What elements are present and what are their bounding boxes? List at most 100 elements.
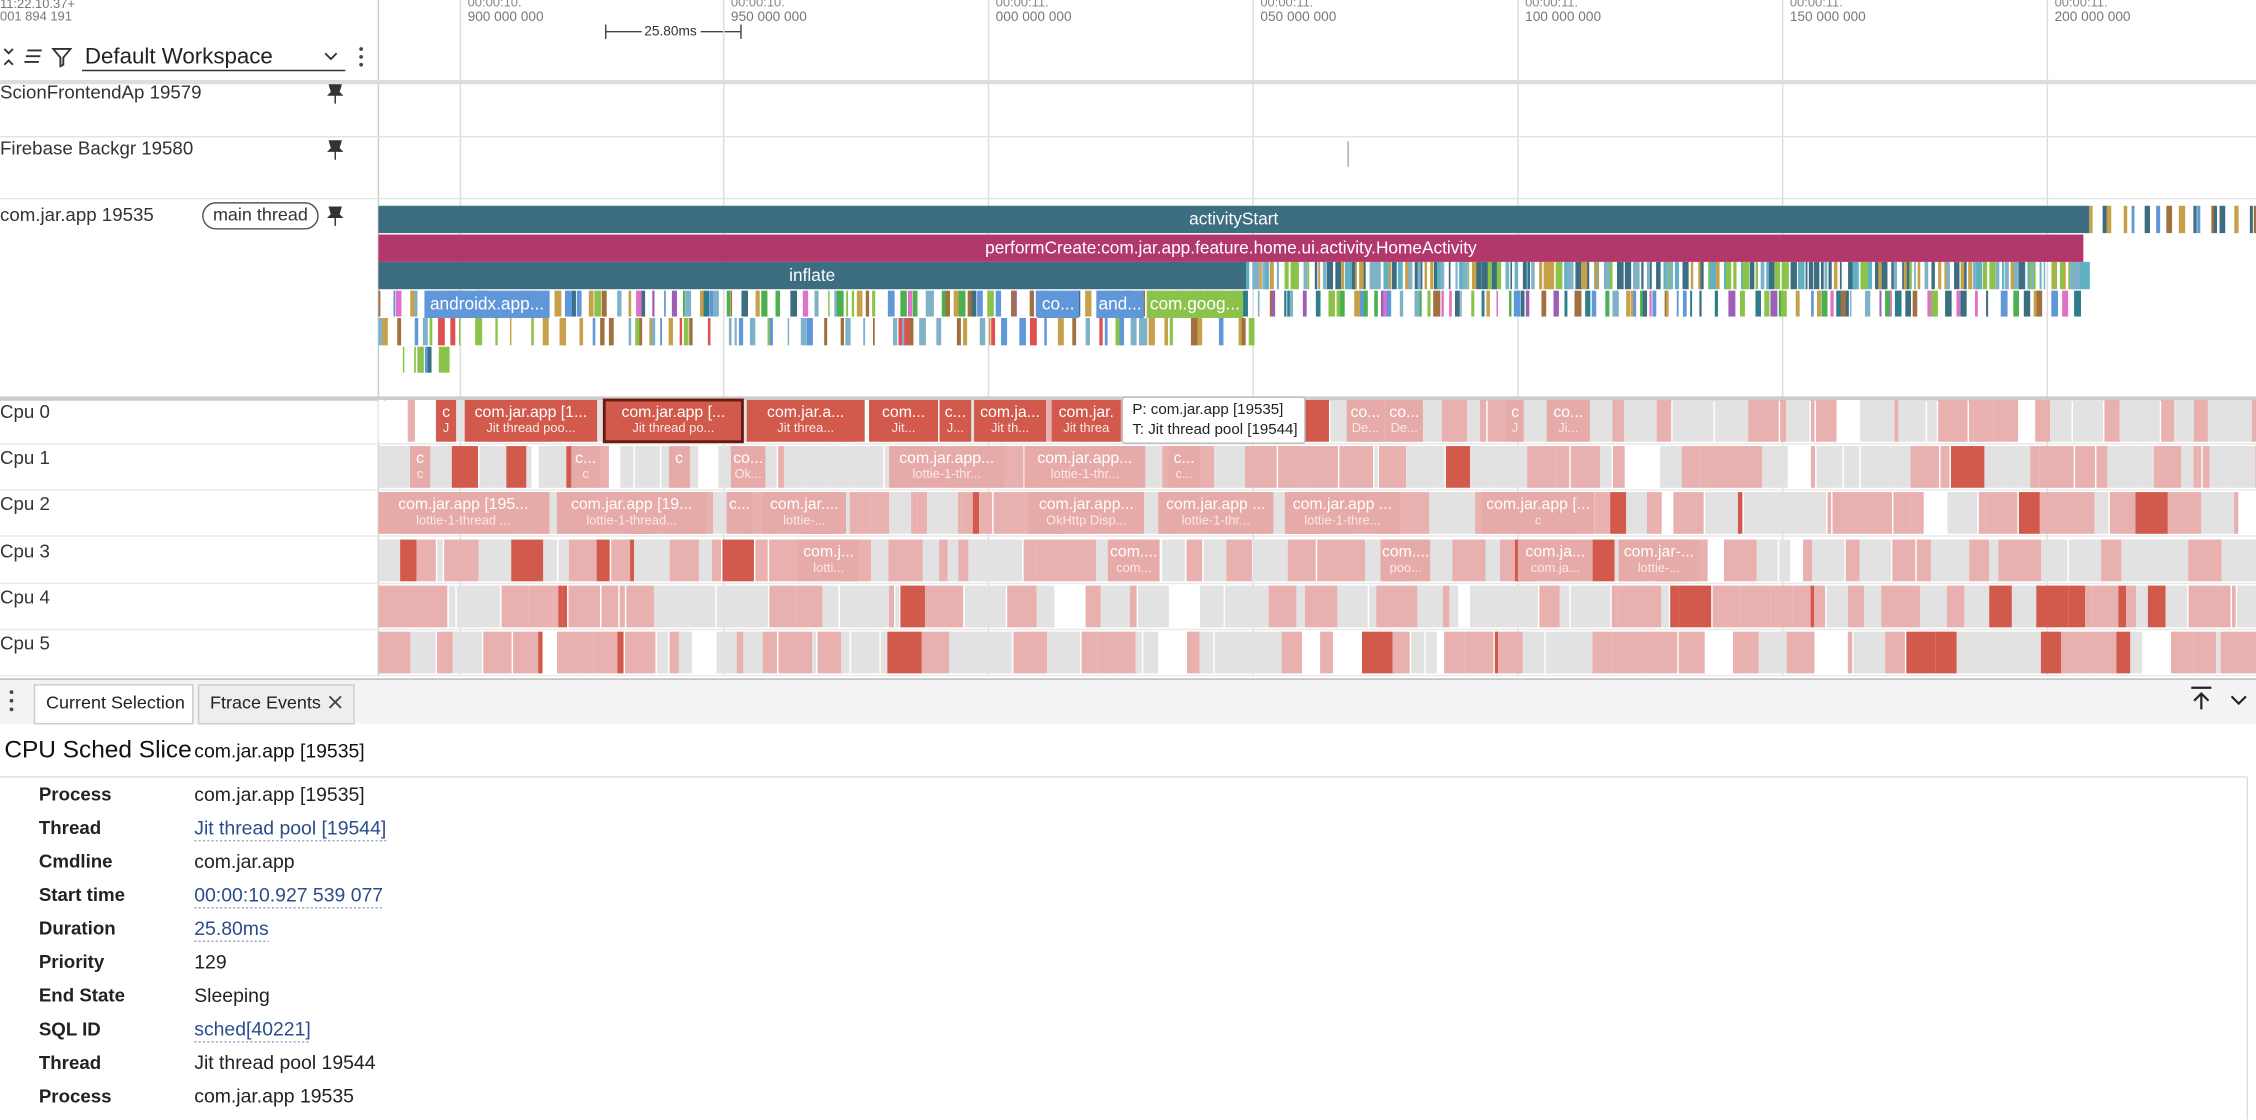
cpu-slice[interactable] (974, 400, 1046, 442)
collapse-panel-icon[interactable] (2230, 695, 2247, 706)
cpu-slice[interactable] (1168, 446, 1200, 488)
slice-stripe (1351, 261, 1357, 290)
cpu-slice[interactable] (1107, 539, 1160, 582)
cpu-slice[interactable] (1517, 539, 1593, 582)
tab[interactable] (197, 684, 355, 725)
cpu-slice-stripe (1596, 585, 1611, 628)
cpu-slice[interactable] (1346, 400, 1385, 442)
cpu-slice[interactable] (1546, 400, 1590, 442)
cpu-slice-stripe (1947, 492, 1978, 534)
slice-stripe (1354, 290, 1362, 317)
slice-stripe (2062, 290, 2069, 317)
detail-link[interactable]: Jit thread pool [19544] (194, 817, 386, 839)
cpu-slice[interactable] (726, 492, 753, 534)
toolbar-icons[interactable] (3, 48, 338, 68)
cpu-slice-stripe (1480, 400, 1487, 442)
cpu-slice[interactable] (746, 400, 865, 442)
cpu-slice-stripe (1950, 446, 1985, 488)
cpu-slice[interactable] (435, 400, 457, 442)
slice-stripe (1652, 290, 1657, 317)
thread-slice[interactable] (378, 205, 2090, 234)
cpu-slice-stripe (620, 446, 634, 488)
cpu-slice[interactable] (1385, 400, 1423, 442)
cpu-slice-stripe (611, 539, 631, 582)
cpu-slice-stripe (1974, 631, 1987, 674)
detail-link[interactable]: 25.80ms (194, 918, 268, 940)
cpu-slice[interactable] (889, 446, 1005, 488)
slice-stripe (775, 290, 780, 317)
cpu-slice[interactable] (602, 398, 744, 444)
cpu-slice[interactable] (798, 539, 859, 582)
cpu-slice[interactable] (378, 492, 549, 534)
tab-label[interactable]: Ftrace Events (210, 692, 321, 712)
cpu-slice[interactable] (556, 492, 707, 534)
cpu-slice[interactable] (869, 400, 939, 442)
slice-stripe (790, 290, 797, 317)
pin-panel-icon[interactable] (2191, 686, 2212, 710)
cpu-slice[interactable] (1506, 400, 1524, 442)
cpu-slice[interactable] (730, 446, 766, 488)
pin-icon[interactable] (327, 206, 344, 226)
cpu-slice[interactable] (464, 400, 598, 442)
filter-list-icon[interactable] (24, 49, 42, 63)
cpu-slice-stripe (1214, 631, 1248, 674)
cpu-slice-stripe (2170, 631, 2194, 674)
slice-stripe (1471, 290, 1475, 317)
collapse-icon[interactable] (3, 48, 14, 66)
thread-slice[interactable] (1146, 290, 1244, 318)
cpu-slice[interactable] (1024, 446, 1146, 488)
menu-dots[interactable] (359, 47, 364, 67)
pin-icon[interactable] (327, 140, 344, 160)
filter-icon[interactable] (51, 48, 73, 68)
tab-label[interactable]: Current Selection (46, 692, 185, 712)
cpu-slice[interactable] (669, 446, 690, 488)
slice-stripe (709, 290, 714, 317)
thread-slice[interactable] (424, 290, 550, 318)
thread-slice[interactable] (378, 261, 1246, 290)
cpu-slice-stripe (489, 446, 507, 488)
cpu-slice[interactable] (1051, 400, 1121, 442)
workspace-dropdown[interactable] (324, 52, 338, 61)
cpu-slice-stripe (1973, 400, 1994, 442)
slice-stripe (588, 290, 594, 317)
cpu-slice[interactable] (1158, 492, 1274, 534)
tab-active[interactable] (33, 684, 194, 725)
cpu-slice[interactable] (1381, 539, 1431, 582)
cpu-slice-stripe (1013, 631, 1048, 674)
tab-close[interactable] (328, 695, 342, 709)
cpu-slice[interactable] (939, 400, 972, 442)
cpu-slice[interactable] (762, 492, 846, 534)
slice-stripe (1769, 261, 1775, 290)
cpu-slice[interactable] (1618, 539, 1700, 582)
pin-icon[interactable] (327, 84, 344, 104)
slice-stripe (495, 317, 498, 346)
thread-slice[interactable] (1037, 290, 1080, 318)
slice-stripe (414, 317, 419, 346)
slice-stripe (1481, 290, 1485, 317)
cpu-slice-stripe (1914, 585, 1921, 628)
slice-stripe (907, 290, 913, 317)
slice-stripe (2083, 261, 2090, 290)
detail-link[interactable]: sched[40221] (194, 1018, 311, 1040)
cpu-slice-stripe (1317, 539, 1341, 582)
cpu-slice[interactable] (1028, 492, 1144, 534)
slice-stripe (989, 317, 991, 346)
slice-stripe (1302, 290, 1307, 317)
detail-link[interactable]: 00:00:10.927 539 077 (194, 884, 383, 906)
slice-stripe (2089, 205, 2093, 234)
cpu-slice-stripe (1723, 539, 1757, 582)
cpu-slice-subtitle: Ok... (734, 466, 761, 481)
cpu-slice[interactable] (1481, 492, 1595, 534)
measure (605, 24, 742, 39)
cpu-slice-subtitle: J (1512, 420, 1518, 435)
cpu-slice[interactable] (571, 446, 600, 488)
slice-stripe (1878, 261, 1884, 290)
thread-slice[interactable] (1096, 290, 1144, 318)
workspace-name[interactable]: Default Workspace (85, 43, 273, 68)
panel-menu[interactable] (9, 690, 14, 712)
cpu-slice[interactable] (1284, 492, 1400, 534)
slice-stripe (1363, 290, 1368, 317)
cpu-slice[interactable] (410, 446, 431, 488)
slice-stripe (651, 317, 656, 346)
thread-slice[interactable] (378, 234, 2084, 262)
